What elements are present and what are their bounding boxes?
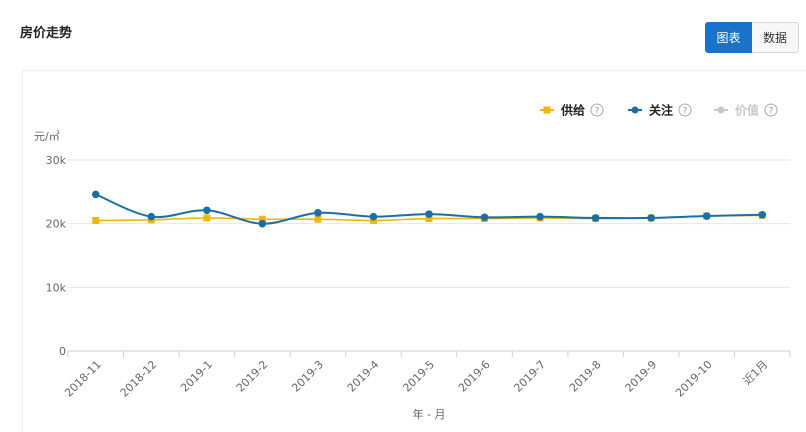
x-tick-label: 2019-6	[456, 358, 493, 395]
data-point-attention[interactable]	[203, 206, 211, 215]
data-point-attention[interactable]	[369, 212, 378, 221]
question-circle-icon[interactable]	[590, 103, 604, 117]
x-axis-title: 年 - 月	[413, 407, 446, 421]
question-mark-glyph: ?	[683, 107, 688, 117]
data-point-attention[interactable]	[480, 213, 489, 222]
data-point-attention[interactable]	[314, 209, 322, 217]
data-view-button[interactable]: 数据	[752, 22, 799, 53]
question-mark-glyph: ?	[595, 107, 600, 117]
x-tick-label: 2019-2	[234, 358, 271, 395]
question-circle-icon[interactable]	[764, 103, 778, 117]
legend-label[interactable]: 价值	[735, 103, 759, 118]
data-point-supply[interactable]	[314, 215, 322, 223]
x-tick-label: 2019-3	[289, 358, 326, 395]
question-mark-glyph: ?	[769, 107, 774, 117]
data-point-supply[interactable]	[92, 216, 100, 224]
legend-label[interactable]: 供给	[560, 103, 585, 118]
data-point-supply[interactable]	[369, 216, 377, 224]
x-tick-label: 近1月	[741, 358, 771, 388]
y-tick-label: 20k	[46, 218, 67, 231]
legend-marker[interactable]	[631, 106, 639, 114]
x-tick-label: 2018-11	[62, 358, 104, 400]
legend-label[interactable]: 关注	[649, 103, 673, 118]
y-tick-label: 10k	[46, 281, 67, 294]
data-point-attention[interactable]	[702, 212, 711, 220]
question-circle-icon[interactable]	[678, 103, 692, 117]
x-tick-label: 2019-4	[345, 358, 382, 395]
y-axis-unit-label: 元/㎡	[34, 130, 60, 143]
data-point-attention[interactable]	[425, 210, 433, 218]
legend-marker[interactable]	[543, 106, 551, 114]
x-tick-label: 2019-5	[400, 358, 437, 395]
data-point-attention[interactable]	[147, 212, 156, 221]
data-point-supply[interactable]	[258, 215, 266, 223]
y-tick-label: 30k	[46, 154, 67, 167]
data-point-attention[interactable]	[91, 190, 100, 199]
data-point-supply[interactable]	[425, 215, 433, 223]
data-point-attention[interactable]	[591, 214, 600, 222]
x-tick-label: 2018-12	[118, 358, 160, 400]
x-tick-label: 2019-9	[623, 358, 660, 395]
x-tick-label: 2019-1	[178, 358, 215, 395]
chart-panel	[22, 70, 806, 432]
data-point-attention[interactable]	[758, 210, 767, 219]
chart-view-button[interactable]: 图表	[705, 22, 752, 53]
x-tick-label: 2019-10	[673, 358, 715, 400]
legend-marker[interactable]	[717, 106, 725, 114]
page-title: 房价走势	[20, 26, 73, 41]
data-point-attention[interactable]	[258, 219, 267, 228]
y-tick-label: 0	[59, 345, 66, 358]
data-point-supply[interactable]	[203, 214, 211, 222]
x-tick-label: 2019-7	[511, 358, 548, 395]
x-tick-label: 2019-8	[567, 358, 604, 395]
view-toggle: 图表 数据	[705, 22, 799, 53]
data-point-attention[interactable]	[647, 214, 655, 222]
data-point-attention[interactable]	[536, 212, 544, 221]
